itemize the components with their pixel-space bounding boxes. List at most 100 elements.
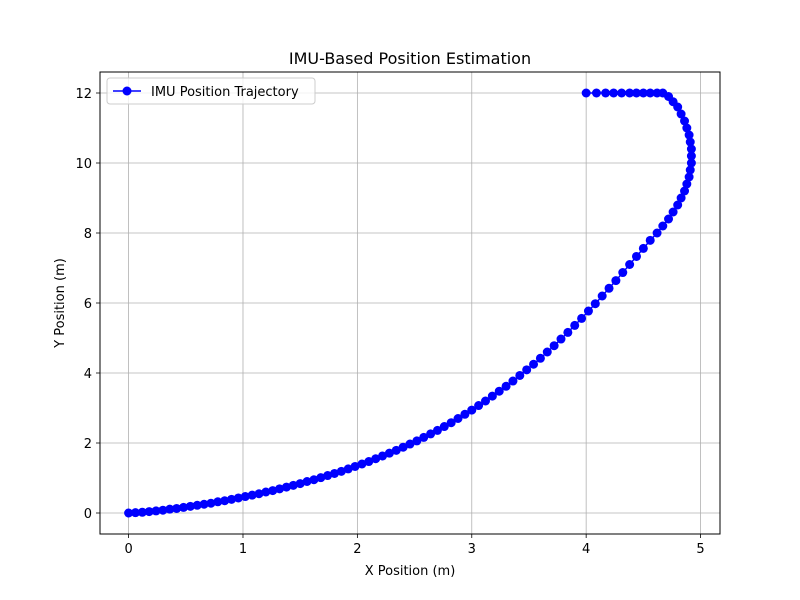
- x-tick-label: 3: [468, 542, 476, 557]
- data-point: [682, 123, 692, 133]
- data-point: [453, 414, 463, 423]
- data-point: [206, 498, 216, 508]
- data-point: [158, 505, 168, 515]
- data-point: [535, 353, 545, 363]
- x-axis-label: X Position (m): [365, 564, 456, 579]
- data-point: [446, 418, 456, 428]
- data-point: [501, 381, 511, 391]
- legend-label: IMU Position Trajectory: [151, 85, 299, 100]
- data-point: [233, 493, 243, 503]
- data-point: [384, 448, 394, 458]
- data-point: [268, 486, 278, 496]
- data-point: [676, 109, 686, 119]
- data-point: [625, 88, 635, 98]
- data-point: [686, 158, 696, 168]
- x-tick-label: 5: [696, 542, 704, 557]
- data-point: [652, 88, 662, 98]
- data-point: [288, 480, 298, 490]
- data-point: [309, 475, 319, 485]
- data-point: [432, 425, 442, 435]
- data-point: [364, 457, 374, 467]
- data-point: [481, 396, 490, 406]
- data-point: [604, 283, 614, 293]
- data-point: [529, 359, 539, 369]
- data-point: [316, 473, 326, 483]
- x-tick-label: 4: [582, 542, 590, 557]
- data-point: [638, 243, 648, 253]
- data-point: [611, 276, 621, 286]
- data-point: [350, 461, 360, 471]
- data-point: [240, 492, 250, 502]
- data-point: [617, 88, 627, 98]
- data-point: [391, 445, 401, 455]
- data-point: [281, 482, 291, 492]
- data-point: [685, 165, 695, 175]
- data-point: [130, 508, 140, 518]
- data-point: [213, 497, 223, 507]
- data-point: [664, 214, 674, 224]
- data-point: [590, 299, 600, 309]
- data-point: [247, 490, 257, 500]
- x-tick-label: 1: [239, 542, 247, 557]
- data-point: [137, 507, 147, 517]
- y-tick-label: 0: [84, 507, 92, 522]
- data-point: [192, 500, 202, 510]
- y-tick-label: 12: [75, 87, 92, 102]
- data-point: [330, 468, 339, 478]
- data-point: [220, 496, 230, 506]
- data-point: [172, 503, 182, 513]
- data-point: [124, 508, 134, 518]
- data-point: [357, 459, 367, 469]
- data-point: [645, 235, 655, 245]
- x-tick-label: 0: [124, 542, 132, 557]
- data-point: [577, 313, 587, 323]
- data-point: [591, 88, 601, 98]
- data-point: [685, 137, 695, 147]
- data-point: [343, 464, 353, 474]
- data-point: [581, 88, 591, 98]
- data-point: [412, 436, 422, 446]
- grid: [100, 72, 720, 534]
- data-point: [682, 179, 692, 189]
- data-point: [625, 260, 635, 269]
- data-point: [542, 347, 552, 357]
- data-point: [515, 370, 525, 380]
- x-ticks: 0 1 2 3 4 5: [124, 534, 705, 557]
- data-point: [398, 442, 408, 452]
- data-point: [467, 405, 477, 415]
- data-point: [570, 320, 580, 330]
- legend-marker: [122, 86, 132, 96]
- data-point: [522, 365, 532, 375]
- data-point: [583, 306, 593, 316]
- y-tick-label: 4: [84, 367, 92, 382]
- y-tick-label: 2: [84, 437, 92, 452]
- data-point: [371, 454, 381, 464]
- data-point: [302, 477, 312, 486]
- data-point: [254, 489, 264, 499]
- data-point: [645, 88, 655, 98]
- data-point: [638, 88, 648, 98]
- data-point: [426, 429, 436, 439]
- data-point: [275, 484, 285, 494]
- data-point: [144, 507, 154, 517]
- data-point: [684, 130, 694, 140]
- chart-title: IMU-Based Position Estimation: [289, 49, 531, 68]
- data-point: [323, 471, 333, 481]
- data-point: [165, 504, 175, 514]
- data-point: [686, 144, 696, 154]
- data-point: [439, 422, 449, 432]
- y-axis-label: Y Position (m): [53, 258, 68, 349]
- data-point: [405, 439, 415, 449]
- data-point: [658, 221, 668, 231]
- data-point: [419, 432, 429, 442]
- data-point: [676, 193, 686, 203]
- data-point: [686, 151, 696, 161]
- x-tick-label: 2: [353, 542, 361, 557]
- data-point: [460, 409, 470, 419]
- data-point: [494, 386, 504, 396]
- data-point: [631, 251, 641, 261]
- data-point: [295, 479, 305, 489]
- data-point: [378, 451, 388, 461]
- data-point: [556, 334, 566, 344]
